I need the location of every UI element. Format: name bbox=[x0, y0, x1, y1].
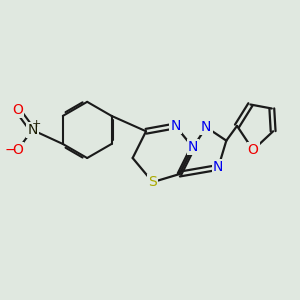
Text: O: O bbox=[248, 143, 259, 157]
Text: S: S bbox=[148, 175, 157, 189]
Text: N: N bbox=[201, 120, 211, 134]
Text: O: O bbox=[12, 103, 23, 117]
Text: +: + bbox=[32, 119, 42, 129]
Text: O: O bbox=[12, 143, 23, 157]
Text: N: N bbox=[170, 119, 181, 133]
Text: −: − bbox=[4, 143, 16, 157]
Text: N: N bbox=[188, 140, 198, 154]
Text: N: N bbox=[213, 160, 224, 174]
Text: N: N bbox=[27, 123, 38, 137]
